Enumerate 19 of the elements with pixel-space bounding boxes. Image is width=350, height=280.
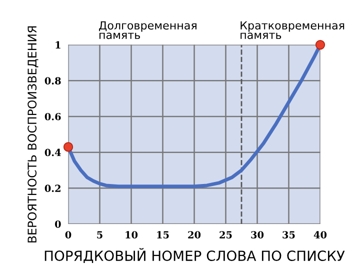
- y-tick-label: 0.2: [44, 184, 60, 192]
- text: Долговременная память: [99, 21, 196, 40]
- x-tick-label: 25: [220, 231, 232, 238]
- x-tick-label: 5: [97, 231, 102, 238]
- y-tick-label: 0.4: [44, 148, 61, 156]
- y-tick-label: 0.8: [44, 77, 61, 84]
- x-tick-label: 10: [126, 231, 138, 238]
- y-tick-label: 0: [54, 220, 61, 228]
- x-tick-label: 30: [251, 231, 264, 238]
- y-tick-label: 1: [56, 41, 60, 48]
- x-tick-label: 0: [65, 231, 72, 238]
- y-axis-title: ВЕРОЯТНОСТЬ ВОСПРОИЗВЕДЕНИЯ: [28, 26, 38, 242]
- x-tick-label: 15: [157, 231, 169, 238]
- y-tick-label: 0.6: [44, 112, 61, 120]
- x-tick-label: 20: [188, 231, 201, 238]
- x-tick-label: 40: [314, 231, 327, 238]
- x-axis-title: ПОРЯДКОВЫЙ НОМЕР СЛОВА ПО СПИСКУ: [44, 248, 345, 264]
- text: Кратковременная память: [240, 21, 344, 40]
- x-tick-label: 35: [282, 231, 295, 238]
